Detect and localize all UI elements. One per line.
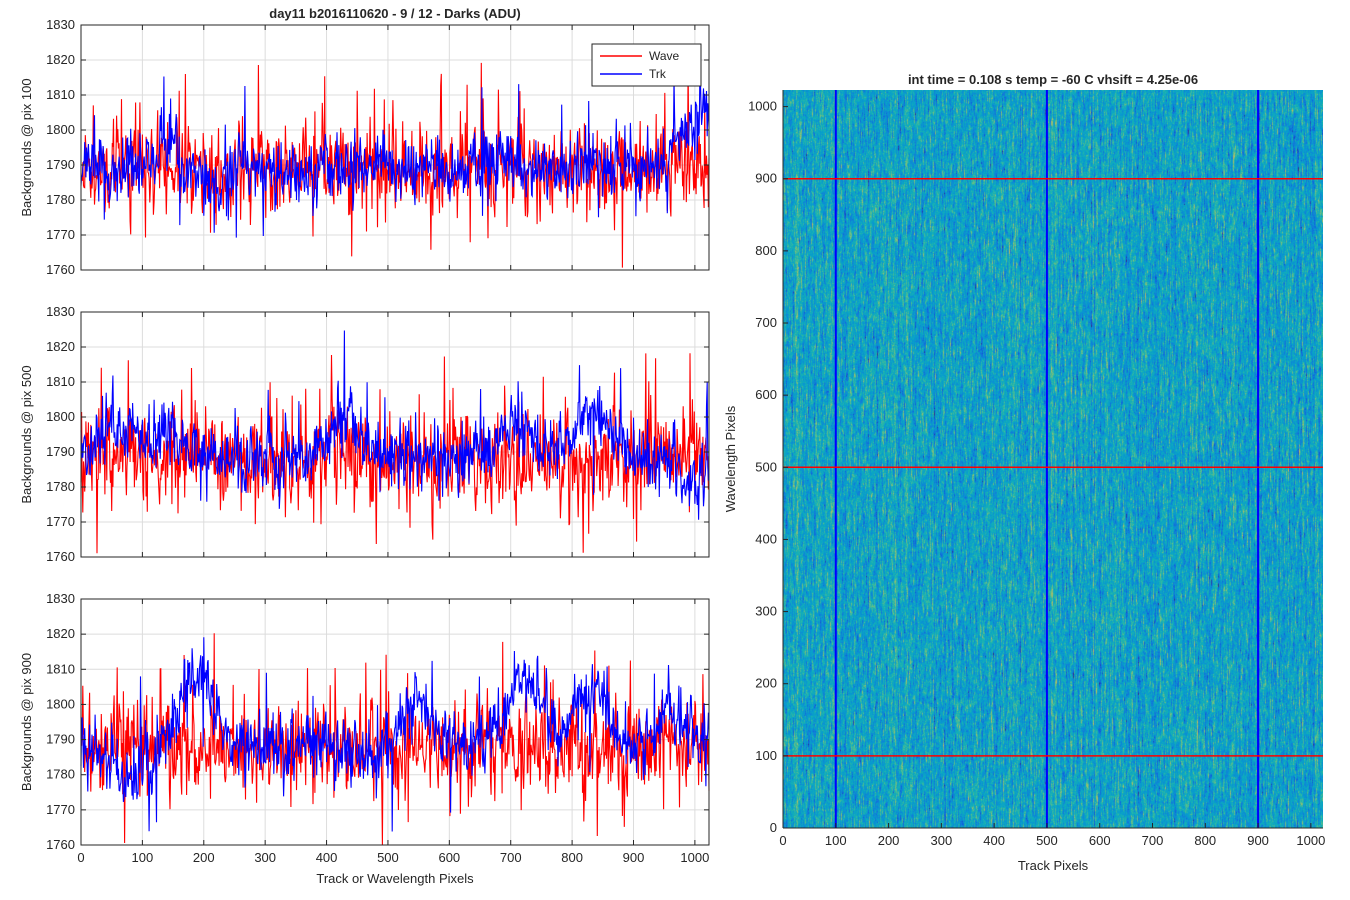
y-tick-label: 600 xyxy=(755,387,777,402)
figure-title: day11 b2016110620 - 9 / 12 - Darks (ADU) xyxy=(269,6,520,21)
legend-label-wave: Wave xyxy=(649,49,680,63)
plot-background xyxy=(81,599,709,845)
y-tick-label: 1790 xyxy=(46,732,75,747)
x-tick-label: 700 xyxy=(1142,833,1164,848)
legend: Wave Trk xyxy=(591,43,702,87)
x-axis-label: Track Pixels xyxy=(1018,858,1089,873)
x-tick-label: 900 xyxy=(1247,833,1269,848)
line-plot-3: 0 100 200 300 400 500 600 700 800 900 1000 1760 1770… xyxy=(19,591,710,886)
x-tick-label: 300 xyxy=(931,833,953,848)
y-tick-label: 1800 xyxy=(46,696,75,711)
y-tick-label: 200 xyxy=(755,676,777,691)
x-tick-label: 400 xyxy=(983,833,1005,848)
y-tick-label: 1780 xyxy=(46,479,75,494)
y-tick-label: 1790 xyxy=(46,157,75,172)
y-tick-label: 700 xyxy=(755,315,777,330)
y-tick-label: 900 xyxy=(755,171,777,186)
heatmap-plot: 0 100 200 300 400 500 600 700 800 900 1000 0 100 200 3… xyxy=(723,72,1325,873)
x-tick-label: 600 xyxy=(1089,833,1111,848)
y-tick-label: 0 xyxy=(770,820,777,835)
heatmap-image xyxy=(783,90,1323,828)
axes-frame xyxy=(80,598,710,846)
y-tick-label: 1830 xyxy=(46,17,75,32)
legend-label-trk: Trk xyxy=(649,67,667,81)
x-tick-label: 0 xyxy=(77,850,84,865)
y-tick-label: 1810 xyxy=(46,374,75,389)
heatmap-title: int time = 0.108 s temp = -60 C vhsift =… xyxy=(908,72,1198,87)
x-tick-label: 600 xyxy=(438,850,460,865)
series-line-wave xyxy=(80,56,710,268)
x-tick-label: 200 xyxy=(193,850,215,865)
x-tick-label: 1000 xyxy=(680,850,709,865)
x-axis-label: Track or Wavelength Pixels xyxy=(316,871,474,886)
y-tick-label: 1800 xyxy=(46,122,75,137)
y-tick-label: 1760 xyxy=(46,549,75,564)
y-tick-label: 1810 xyxy=(46,87,75,102)
y-tick-label: 1770 xyxy=(46,227,75,242)
y-tick-label: 1760 xyxy=(46,262,75,277)
y-tick-label: 1780 xyxy=(46,192,75,207)
y-tick-label: 1790 xyxy=(46,444,75,459)
y-tick-label: 800 xyxy=(755,243,777,258)
y-tick-label: 1770 xyxy=(46,514,75,529)
axes-frame xyxy=(80,24,710,271)
y-tick-label: 400 xyxy=(755,531,777,546)
y-tick-label: 1800 xyxy=(46,409,75,424)
x-tick-label: 200 xyxy=(878,833,900,848)
y-axis-label: Backgrounds @ pix 900 xyxy=(19,653,34,791)
series-line-trk xyxy=(80,330,710,520)
y-tick-label: 300 xyxy=(755,604,777,619)
y-tick-label: 1000 xyxy=(748,99,777,114)
y-tick-label: 1760 xyxy=(46,837,75,852)
y-tick-label: 1770 xyxy=(46,802,75,817)
x-tick-label: 400 xyxy=(316,850,338,865)
x-tick-label: 800 xyxy=(561,850,583,865)
y-tick-label: 100 xyxy=(755,748,777,763)
x-tick-label: 0 xyxy=(779,833,786,848)
y-axis-label: Backgrounds @ pix 100 xyxy=(19,78,34,216)
y-tick-label: 500 xyxy=(755,459,777,474)
series-line-trk xyxy=(80,76,710,238)
y-axis-label: Backgrounds @ pix 500 xyxy=(19,365,34,503)
series-line-wave xyxy=(80,633,710,846)
x-tick-label: 100 xyxy=(825,833,847,848)
y-tick-label: 1810 xyxy=(46,661,75,676)
y-tick-label: 1830 xyxy=(46,304,75,319)
y-tick-label: 1820 xyxy=(46,339,75,354)
x-tick-label: 100 xyxy=(132,850,154,865)
x-tick-label: 900 xyxy=(623,850,645,865)
line-plot-1: 1760 1770 1780 1790 1800 1810 1820 1830 Backgrou… xyxy=(19,17,710,277)
x-tick-label: 500 xyxy=(1036,833,1058,848)
x-tick-label: 800 xyxy=(1194,833,1216,848)
y-axis-label: Wavelength Pixels xyxy=(723,405,738,512)
legend-box xyxy=(591,43,702,87)
axes-frame xyxy=(80,311,710,558)
y-tick-label: 1780 xyxy=(46,767,75,782)
y-tick-label: 1830 xyxy=(46,591,75,606)
y-tick-label: 1820 xyxy=(46,52,75,67)
x-tick-label: 1000 xyxy=(1296,833,1325,848)
x-tick-label: 300 xyxy=(254,850,276,865)
series-line-trk xyxy=(80,637,710,832)
x-tick-label: 500 xyxy=(377,850,399,865)
y-tick-label: 1820 xyxy=(46,626,75,641)
x-tick-label: 700 xyxy=(500,850,522,865)
line-plot-2: 1760 1770 1780 1790 1800 1810 1820 1830 Backgrou… xyxy=(19,304,710,564)
